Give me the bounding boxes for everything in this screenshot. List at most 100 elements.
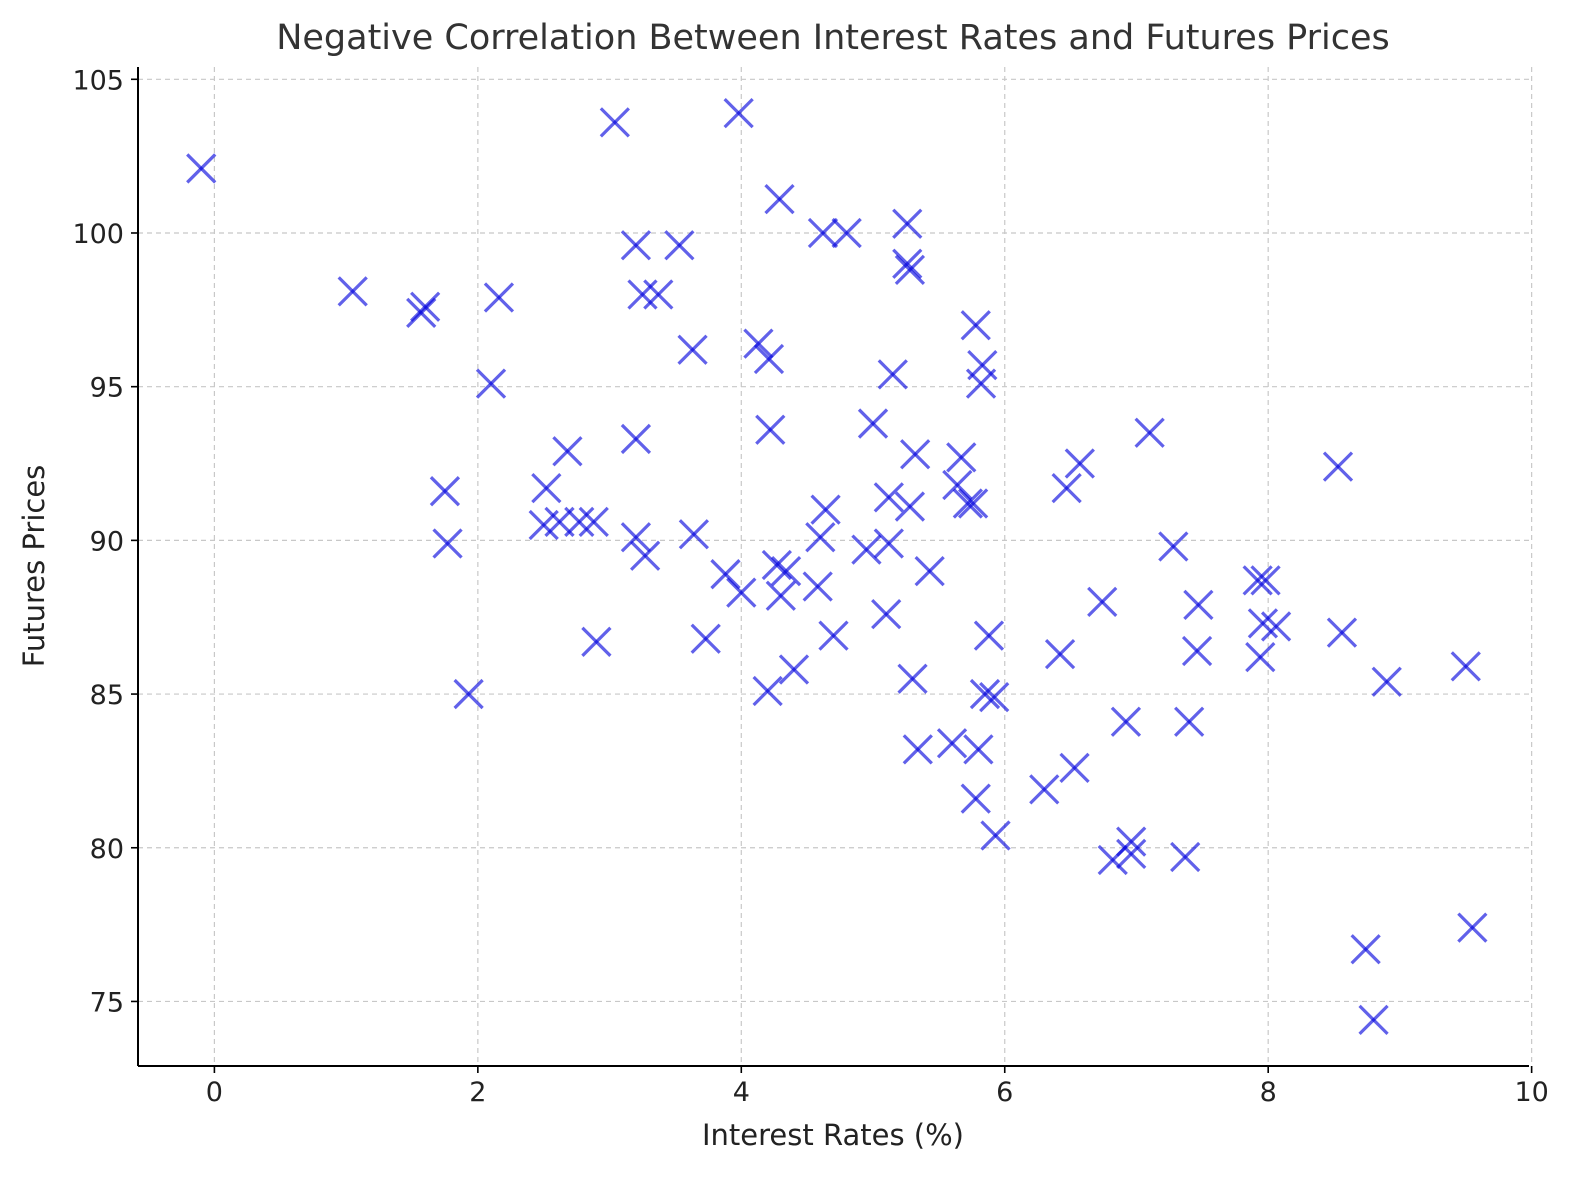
y-axis-ticks: 75 80 85 90 95 100 105 xyxy=(72,65,138,1018)
y-tick-label: 80 xyxy=(90,834,124,865)
data-point xyxy=(723,97,754,129)
data-point xyxy=(643,279,674,310)
y-tick-label: 100 xyxy=(72,219,124,250)
x-tick-label: 10 xyxy=(1514,1077,1548,1108)
data-point xyxy=(1134,417,1165,448)
data-point xyxy=(897,663,928,694)
x-tick-label: 6 xyxy=(996,1077,1013,1108)
data-point xyxy=(186,153,217,184)
data-point xyxy=(552,436,583,467)
data-point xyxy=(805,522,836,553)
data-point xyxy=(873,528,904,559)
data-point xyxy=(1170,841,1201,873)
data-point xyxy=(678,519,710,550)
data-point xyxy=(1247,608,1279,639)
data-point xyxy=(942,469,973,501)
y-tick-label: 85 xyxy=(90,680,124,711)
data-point xyxy=(980,820,1011,851)
data-point xyxy=(831,217,862,249)
data-point xyxy=(677,334,708,365)
data-point xyxy=(564,506,595,538)
data-point xyxy=(475,368,507,399)
data-point xyxy=(1116,826,1147,857)
data-point xyxy=(726,577,757,608)
x-tick-label: 8 xyxy=(1260,1077,1277,1108)
data-point xyxy=(620,522,652,553)
data-point xyxy=(1250,565,1281,596)
data-point xyxy=(1051,472,1082,504)
y-tick-label: 105 xyxy=(72,65,124,96)
data-point xyxy=(531,472,562,504)
data-point xyxy=(1110,706,1142,737)
data-point xyxy=(952,488,983,519)
data-point xyxy=(710,559,741,590)
data-point xyxy=(483,282,515,313)
data-point xyxy=(690,623,721,654)
data-point xyxy=(432,528,463,559)
gridlines xyxy=(138,67,1533,1066)
data-point xyxy=(664,230,695,261)
data-point xyxy=(1044,638,1076,670)
data-point xyxy=(1350,934,1381,965)
data-point xyxy=(818,620,849,651)
x-tick-label: 2 xyxy=(469,1077,486,1108)
data-point xyxy=(892,208,923,239)
data-point xyxy=(753,343,785,375)
data-point xyxy=(1242,565,1273,596)
data-point xyxy=(802,571,833,602)
data-point xyxy=(578,506,609,538)
data-point xyxy=(1245,642,1276,673)
data-point xyxy=(1371,666,1402,697)
data-point xyxy=(960,783,991,814)
data-point xyxy=(946,442,977,473)
x-axis-label: Interest Rates (%) xyxy=(702,1118,964,1152)
data-point xyxy=(810,494,841,525)
data-point xyxy=(752,675,783,707)
data-point xyxy=(877,359,908,390)
data-point xyxy=(969,678,1001,710)
data-point xyxy=(1029,774,1060,805)
data-point xyxy=(960,310,991,341)
data-point xyxy=(1059,752,1090,783)
data-point xyxy=(581,626,612,657)
data-point xyxy=(765,580,796,611)
data-point xyxy=(1174,706,1205,737)
data-point xyxy=(963,734,994,765)
data-points xyxy=(186,97,1488,1036)
data-point xyxy=(620,423,652,455)
data-point xyxy=(900,439,931,470)
data-point xyxy=(755,414,786,445)
data-point xyxy=(1183,589,1214,621)
data-point xyxy=(873,482,904,513)
data-point xyxy=(894,491,926,522)
data-point xyxy=(627,279,658,310)
data-point xyxy=(770,555,802,587)
data-point xyxy=(764,184,795,215)
data-point xyxy=(965,368,997,399)
data-point xyxy=(1116,838,1147,870)
data-point xyxy=(894,254,926,286)
y-tick-label: 75 xyxy=(90,987,124,1018)
data-point xyxy=(1260,611,1292,642)
x-tick-label: 4 xyxy=(733,1077,750,1108)
data-point xyxy=(599,107,630,138)
x-axis-ticks: 0 2 4 6 8 10 xyxy=(206,1066,1549,1108)
y-tick-label: 90 xyxy=(90,526,124,557)
data-point xyxy=(914,555,945,587)
data-point xyxy=(979,682,1010,713)
data-point xyxy=(620,230,652,261)
data-point xyxy=(807,217,839,249)
chart-title: Negative Correlation Between Interest Ra… xyxy=(276,18,1390,58)
data-point xyxy=(1358,1004,1389,1036)
y-tick-label: 95 xyxy=(90,373,124,404)
data-point xyxy=(1322,451,1354,482)
data-point xyxy=(1158,531,1189,562)
data-point xyxy=(453,678,484,710)
data-point xyxy=(761,549,792,581)
data-point xyxy=(429,476,461,507)
data-point xyxy=(936,728,968,759)
data-point xyxy=(1064,448,1095,479)
data-point xyxy=(778,654,810,685)
data-point xyxy=(973,620,1005,651)
